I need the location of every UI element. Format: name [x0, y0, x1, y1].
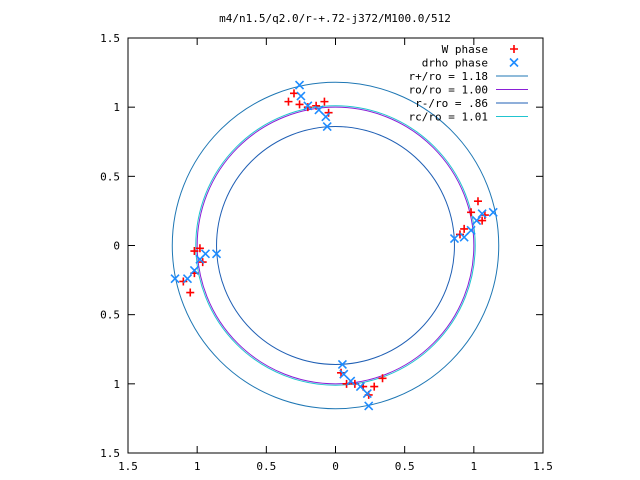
y-tick-label: 0.5 — [100, 170, 120, 183]
legend-marker — [509, 57, 519, 68]
w-phase-point — [473, 197, 482, 206]
w-phase-point — [190, 247, 199, 256]
w-phase-point — [460, 224, 469, 233]
legend-marker — [510, 45, 518, 53]
drho-phase-point — [296, 91, 306, 101]
w-phase-point — [284, 97, 293, 106]
drho-phase-point — [321, 112, 331, 122]
drho-phase-point — [488, 207, 498, 217]
data-points — [170, 80, 498, 411]
drho-phase-point — [189, 265, 199, 275]
drho-phase-point — [339, 369, 349, 379]
circle-series — [196, 106, 475, 385]
x-tick-label: 1.5 — [533, 460, 553, 473]
w-phase-point — [186, 288, 195, 297]
x-tick-label: 1 — [471, 460, 478, 473]
circles — [171, 81, 500, 410]
legend-label: W phase — [442, 43, 488, 56]
x-tick-label: 0 — [332, 460, 339, 473]
x-tick-label: 1 — [194, 460, 201, 473]
w-phase-point — [320, 97, 329, 106]
chart-title: m4/n1.5/q2.0/r-+.72-j372/M100.0/512 — [219, 12, 451, 25]
w-phase-point — [195, 244, 204, 253]
w-phase-point — [290, 89, 298, 98]
drho-phase-point — [322, 121, 332, 132]
w-phase-point — [179, 277, 188, 286]
drho-phase-point — [303, 101, 313, 111]
y-tick-label: 0.5 — [100, 309, 120, 322]
legend-label: r+/ro = 1.18 — [409, 70, 488, 83]
legend-label: drho phase — [422, 57, 488, 70]
y-tick-label: 0 — [113, 240, 120, 253]
drho-phase-point — [346, 376, 356, 386]
circle-series — [171, 81, 500, 410]
axes-frame — [127, 37, 544, 454]
y-tick-label: 1.5 — [100, 32, 120, 45]
x-tick-label: 1.5 — [118, 460, 138, 473]
y-tick-label: 1 — [113, 378, 120, 391]
w-phase-point — [467, 208, 476, 217]
drho-phase-point — [466, 225, 476, 235]
drho-phase-point — [170, 274, 180, 284]
drho-phase-point — [362, 388, 372, 399]
x-tick-label: 0.5 — [256, 460, 276, 473]
y-tick-label: 1.5 — [100, 447, 120, 460]
w-phase-point — [337, 368, 346, 377]
drho-phase-point — [449, 234, 460, 244]
w-phase-point — [370, 382, 379, 391]
drho-phase-point — [314, 105, 324, 115]
w-phase-point — [478, 216, 487, 225]
circle-series — [216, 126, 455, 365]
drho-phase-point — [294, 80, 305, 90]
drho-phase-point — [182, 274, 193, 284]
w-phase-point — [303, 103, 312, 112]
x-tick-label: 0.5 — [395, 460, 415, 473]
drho-phase-point — [355, 382, 365, 392]
circle-series — [195, 105, 476, 386]
w-phase-point — [480, 211, 489, 220]
drho-phase-point — [200, 249, 211, 259]
drho-phase-point — [472, 216, 482, 226]
legend-label: r-/ro = .86 — [415, 97, 488, 110]
drho-phase-point — [364, 401, 374, 411]
w-phase-point — [378, 374, 387, 383]
w-phase-point — [456, 230, 464, 239]
w-phase-point — [324, 108, 333, 117]
drho-phase-point — [477, 209, 487, 219]
drho-phase-point — [337, 359, 347, 370]
legend-label: rc/ro = 1.01 — [409, 111, 488, 124]
w-phase-point — [312, 101, 321, 110]
w-phase-point — [342, 379, 351, 388]
w-phase-point — [295, 100, 304, 109]
drho-phase-point — [211, 249, 222, 259]
drho-phase-point — [459, 232, 469, 242]
y-tick-label: 1 — [113, 101, 120, 114]
legend-label: ro/ro = 1.00 — [409, 84, 488, 97]
tick-labels: 1.5 1 0.5 0 0.5 1 1.51.510.500.511.5 — [100, 32, 553, 473]
